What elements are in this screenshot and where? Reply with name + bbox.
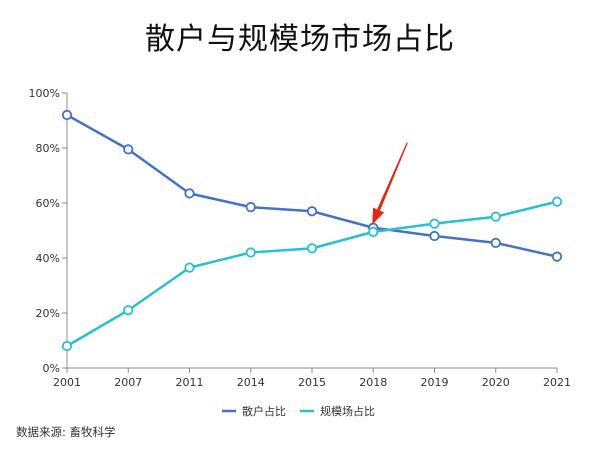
data-point (123, 144, 134, 155)
data-source-note: 数据来源: 畜牧科学 (16, 425, 116, 439)
y-tick-label: 20% (36, 307, 60, 320)
y-tick-label: 100% (29, 87, 60, 100)
legend-item-2: 规模场占比 (300, 404, 375, 418)
data-point (306, 243, 318, 254)
series-line (66, 200, 558, 348)
data-point (429, 218, 440, 229)
data-point (184, 262, 195, 273)
x-tick-label: 2020 (482, 376, 510, 389)
y-tick-label: 40% (36, 252, 60, 265)
data-point (429, 230, 440, 242)
x-tick-label: 2011 (176, 376, 204, 389)
chart-title: 散户与规模场市场占比 (145, 22, 455, 57)
y-tick-label: 0% (43, 362, 60, 375)
data-point (61, 109, 73, 121)
x-tick-label: 2018 (359, 376, 387, 389)
x-tick-label: 2014 (237, 376, 265, 389)
chart-legend: 散户占比 规模场占比 (222, 404, 375, 418)
chart-annotation (372, 142, 408, 225)
x-tick-label: 2015 (298, 376, 326, 389)
data-point (551, 251, 563, 262)
data-point (61, 340, 73, 352)
x-tick-label: 2019 (421, 376, 449, 389)
data-point (245, 247, 256, 258)
series-1 (61, 109, 563, 262)
data-point (123, 305, 134, 316)
data-point (306, 206, 318, 217)
data-point (245, 202, 256, 213)
legend-item-1: 散户占比 (222, 404, 286, 418)
annotation-arrow-head (372, 207, 385, 225)
legend-label: 规模场占比 (320, 404, 375, 418)
chart-series (61, 109, 563, 352)
data-point (368, 226, 379, 237)
y-tick-label: 60% (36, 197, 60, 210)
data-point (551, 196, 563, 207)
annotation-arrow-shaft (377, 142, 408, 211)
data-point (490, 211, 501, 222)
legend-label: 散户占比 (242, 404, 286, 418)
series-2 (61, 196, 563, 352)
data-point (490, 237, 501, 248)
x-tick-label: 2001 (53, 376, 81, 389)
x-tick-label: 2021 (543, 376, 571, 389)
series-line (66, 113, 558, 258)
x-tick-label: 2007 (114, 376, 142, 389)
data-point (184, 188, 195, 199)
y-tick-label: 80% (36, 142, 60, 155)
chart-axes: 0% 20% 40% 60% 80% 100% 2001 2007 2011 2014 2015 20… (29, 87, 571, 389)
